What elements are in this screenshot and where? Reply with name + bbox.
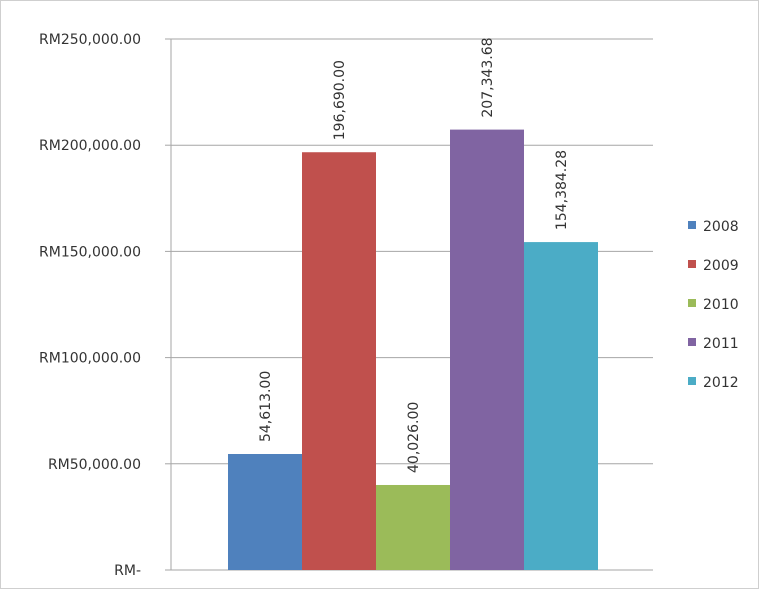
bars	[228, 129, 598, 571]
bar-2010	[376, 484, 450, 570]
bar-2012	[524, 242, 598, 571]
y-tick-label: RM150,000.00	[39, 244, 141, 260]
bar-2011	[450, 129, 524, 570]
y-tick-label: RM50,000.00	[48, 457, 141, 473]
y-tick-label: RM-	[114, 563, 141, 579]
data-label-2011: 207,343.68	[480, 37, 496, 117]
legend-label-2011: 2011	[703, 336, 739, 352]
y-axis: RM- RM50,000.00 RM100,000.00 RM150,000.00 RM…	[39, 32, 172, 579]
legend-swatch-2012	[688, 377, 696, 385]
data-label-2012: 154,384.28	[554, 150, 570, 230]
data-label-2010: 40,026.00	[406, 402, 422, 473]
legend-swatch-2009	[688, 260, 696, 268]
y-tick-label: RM100,000.00	[39, 351, 141, 367]
y-tick-label: RM200,000.00	[39, 138, 141, 154]
legend-swatch-2008	[688, 221, 696, 229]
bar-2009	[302, 152, 376, 570]
legend-swatch-2011	[688, 338, 696, 346]
legend-swatch-2010	[688, 299, 696, 307]
data-label-2009: 196,690.00	[332, 60, 348, 140]
legend-label-2012: 2012	[703, 375, 739, 391]
legend-label-2009: 2009	[703, 258, 739, 274]
legend-label-2008: 2008	[703, 219, 739, 235]
y-tick-label: RM250,000.00	[39, 32, 141, 48]
bar-2008	[228, 454, 302, 570]
legend: 2008 2009 2010 2011 2012	[688, 219, 739, 391]
data-labels: 54,613.00 196,690.00 40,026.00 207,343.68 15…	[258, 37, 570, 473]
data-label-2008: 54,613.00	[258, 371, 274, 442]
legend-label-2010: 2010	[703, 297, 739, 313]
